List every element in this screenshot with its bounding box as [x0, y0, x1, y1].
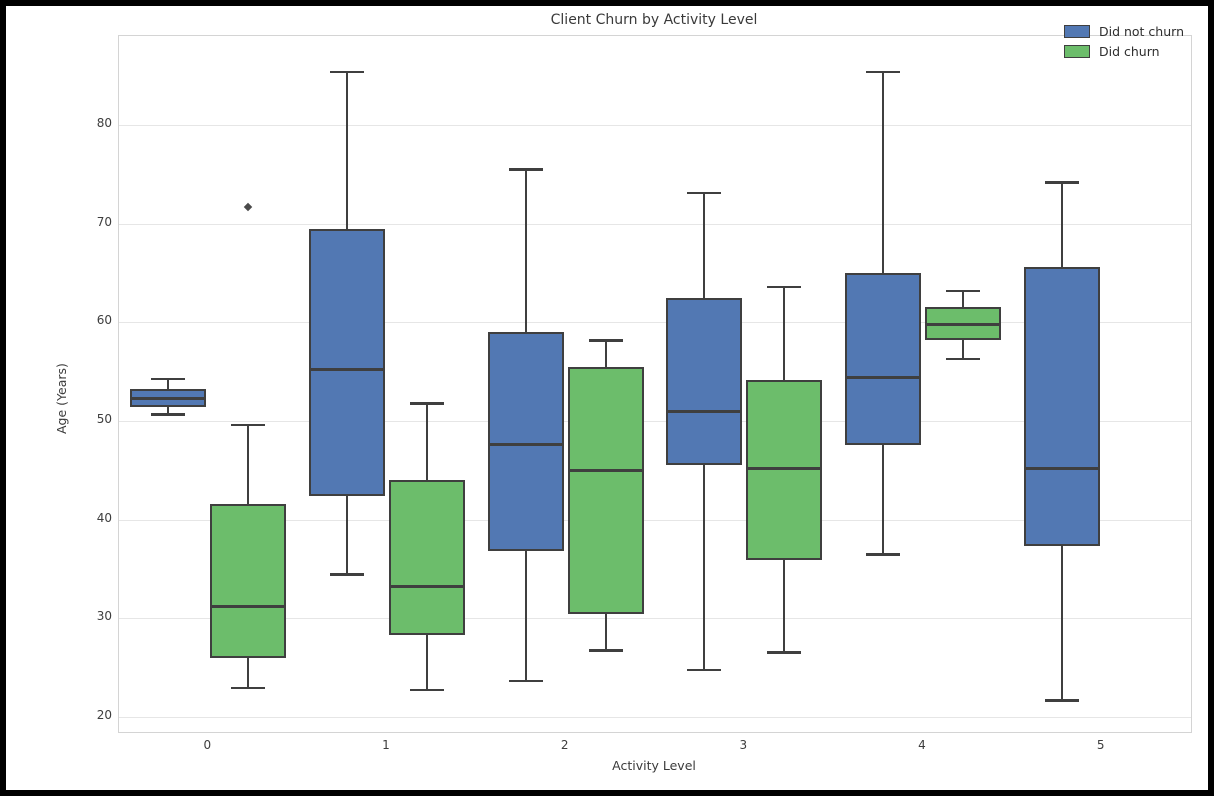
box-did-not-churn-level-5	[1023, 267, 1100, 547]
y-tick-label: 20	[96, 708, 112, 723]
median-did-not-churn-level-4	[845, 376, 921, 380]
whisker-cap-lower-did-churn-level-2	[588, 649, 623, 652]
box-did-churn-level-1	[389, 480, 465, 636]
whisker-cap-upper-did-churn-level-1	[410, 402, 444, 405]
plot-area	[118, 35, 1192, 733]
whisker-lower-did-not-churn-level-5	[1060, 546, 1063, 701]
median-did-churn-level-2	[567, 468, 644, 472]
x-tick-label: 3	[739, 738, 748, 752]
legend: Did not churn Did churn	[1058, 20, 1190, 63]
box-did-churn-level-2	[567, 366, 644, 614]
whisker-cap-lower-did-churn-level-0	[231, 686, 266, 690]
whisker-cap-upper-did-not-churn-level-3	[687, 191, 722, 195]
gridline	[119, 223, 1191, 225]
whisker-cap-upper-did-churn-level-4	[946, 289, 980, 293]
y-tick-label: 80	[96, 115, 112, 130]
gridline	[119, 618, 1191, 620]
x-axis-label: Activity Level	[612, 758, 696, 773]
whisker-cap-lower-did-not-churn-level-0	[151, 413, 186, 416]
whisker-cap-lower-did-churn-level-1	[410, 688, 444, 692]
box-did-churn-level-0	[210, 503, 287, 658]
x-tick-label: 4	[918, 738, 926, 752]
box-did-not-churn-level-2	[487, 332, 564, 552]
gridline	[119, 322, 1191, 324]
y-tick-label: 50	[96, 412, 112, 427]
y-tick-label: 60	[96, 313, 112, 328]
whisker-upper-did-churn-level-1	[426, 403, 428, 481]
x-tick-label: 0	[203, 738, 212, 752]
box-did-not-churn-level-1	[309, 228, 385, 497]
x-tick-label: 5	[1096, 738, 1105, 752]
whisker-cap-lower-did-not-churn-level-2	[508, 679, 543, 683]
gridline	[119, 124, 1191, 126]
whisker-upper-did-not-churn-level-4	[882, 71, 884, 273]
median-did-churn-level-0	[210, 605, 287, 609]
whisker-lower-did-not-churn-level-0	[167, 407, 170, 415]
legend-entry-did-churn: Did churn	[1063, 44, 1184, 59]
legend-label: Did churn	[1098, 44, 1160, 59]
median-did-churn-level-1	[389, 585, 465, 589]
x-tick-label: 1	[382, 738, 390, 752]
whisker-upper-did-not-churn-level-5	[1060, 182, 1063, 267]
gridline	[119, 717, 1191, 719]
whisker-lower-did-churn-level-4	[962, 340, 964, 359]
gridline	[119, 421, 1191, 423]
whisker-upper-did-not-churn-level-0	[167, 378, 170, 390]
whisker-cap-lower-did-not-churn-level-3	[687, 668, 722, 672]
whisker-cap-lower-did-churn-level-4	[946, 357, 980, 361]
median-did-not-churn-level-3	[666, 409, 743, 413]
y-tick-label: 30	[96, 609, 112, 624]
box-did-not-churn-level-4	[845, 272, 921, 445]
chart-title: Client Churn by Activity Level	[550, 12, 758, 28]
box-did-not-churn-level-3	[666, 297, 743, 466]
whisker-cap-lower-did-not-churn-level-5	[1044, 699, 1079, 702]
median-did-churn-level-3	[746, 466, 823, 470]
median-did-churn-level-4	[925, 322, 1001, 326]
median-did-not-churn-level-1	[309, 368, 385, 372]
whisker-cap-upper-did-churn-level-3	[767, 285, 802, 289]
legend-entry-did-not-churn: Did not churn	[1063, 24, 1184, 39]
whisker-lower-did-not-churn-level-4	[882, 444, 884, 555]
y-tick-label: 40	[96, 510, 112, 525]
whisker-lower-did-churn-level-0	[247, 657, 250, 688]
gridline	[119, 519, 1191, 521]
whisker-lower-did-not-churn-level-3	[703, 465, 706, 670]
whisker-upper-did-not-churn-level-3	[703, 192, 706, 298]
whisker-cap-upper-did-churn-level-0	[231, 423, 266, 427]
whisker-lower-did-churn-level-2	[604, 613, 607, 651]
whisker-upper-did-churn-level-4	[962, 290, 964, 308]
median-did-not-churn-level-2	[487, 443, 564, 447]
median-did-not-churn-level-5	[1023, 466, 1100, 470]
whisker-cap-upper-did-not-churn-level-5	[1044, 181, 1079, 184]
whisker-cap-upper-did-not-churn-level-0	[151, 377, 186, 381]
whisker-upper-did-churn-level-2	[604, 340, 607, 367]
legend-swatch-did-churn	[1063, 45, 1090, 58]
y-tick-label: 70	[96, 214, 112, 229]
median-did-not-churn-level-0	[130, 396, 207, 400]
whisker-upper-did-not-churn-level-1	[346, 71, 348, 229]
whisker-upper-did-churn-level-3	[783, 286, 786, 380]
whisker-lower-did-not-churn-level-2	[524, 551, 527, 681]
whisker-cap-lower-did-churn-level-3	[767, 651, 802, 654]
whisker-upper-did-churn-level-0	[247, 424, 250, 504]
whisker-cap-upper-did-not-churn-level-4	[866, 70, 900, 74]
whisker-cap-lower-did-not-churn-level-1	[330, 573, 364, 576]
figure: Client Churn by Activity Level 20 30 40 50 6…	[6, 6, 1208, 790]
whisker-cap-upper-did-churn-level-2	[588, 339, 623, 342]
whisker-cap-upper-did-not-churn-level-2	[508, 168, 543, 171]
legend-swatch-did-not-churn	[1063, 25, 1090, 38]
whisker-lower-did-churn-level-3	[783, 560, 786, 653]
whisker-lower-did-churn-level-1	[426, 635, 428, 690]
x-tick-label: 2	[560, 738, 569, 752]
whisker-cap-lower-did-not-churn-level-4	[866, 553, 900, 556]
whisker-upper-did-not-churn-level-2	[524, 169, 527, 333]
outlier-did-churn-level-0	[244, 202, 253, 212]
legend-label: Did not churn	[1098, 24, 1184, 39]
whisker-cap-upper-did-not-churn-level-1	[330, 70, 364, 74]
whisker-lower-did-not-churn-level-1	[346, 496, 348, 575]
y-axis-label: Age (Years)	[54, 363, 69, 434]
